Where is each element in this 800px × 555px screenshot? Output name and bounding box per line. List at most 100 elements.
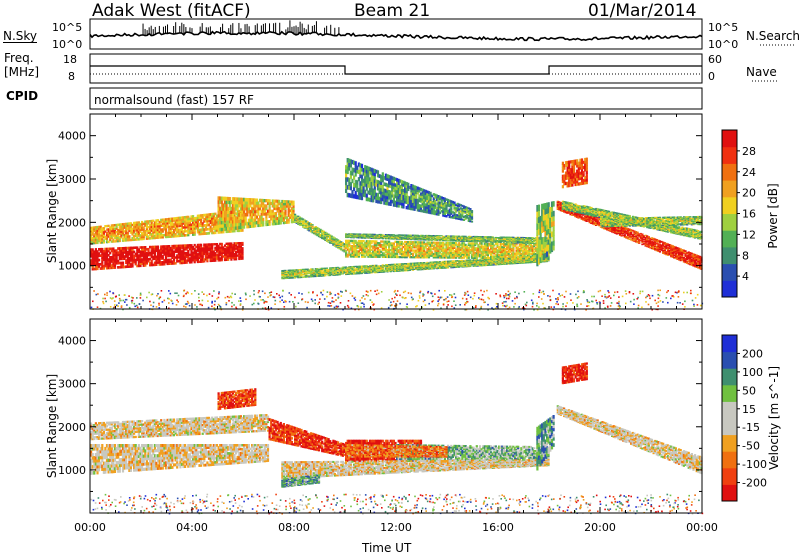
power-noise-cell (112, 292, 114, 294)
power-noise-cell (508, 294, 510, 296)
power-noise-cell (323, 290, 325, 292)
power-noise-cell (541, 298, 543, 300)
power-noise-cell (370, 290, 372, 292)
power-cell (292, 201, 294, 204)
power-noise-cell (539, 290, 541, 292)
power-noise-cell (564, 296, 566, 298)
power-noise-cell (396, 294, 398, 296)
power-noise-cell (479, 298, 481, 300)
power-noise-cell (252, 304, 254, 306)
power-noise-cell (659, 290, 661, 292)
power-cell (243, 225, 245, 229)
power-noise-cell (408, 292, 410, 294)
power-noise-cell (245, 294, 247, 296)
power-noise-cell (459, 304, 461, 306)
power-cell (200, 244, 202, 247)
power-noise-cell (208, 307, 210, 309)
power-noise-cell (123, 300, 125, 302)
power-noise-cell (431, 301, 433, 303)
power-noise-cell (168, 290, 170, 292)
power-noise-cell (481, 299, 483, 301)
power-noise-cell (262, 299, 264, 301)
power-cell (157, 246, 159, 249)
power-noise-cell (555, 298, 557, 300)
power-noise-cell (532, 306, 534, 308)
power-noise-cell (550, 300, 552, 302)
power-noise-cell (281, 299, 283, 301)
power-noise-cell (136, 305, 138, 307)
power-cell (122, 262, 124, 265)
power-noise-cell (110, 297, 112, 299)
power-noise-cell (314, 303, 316, 305)
power-noise-cell (697, 304, 699, 306)
power-noise-cell (218, 297, 220, 299)
power-noise-cell (363, 306, 365, 308)
power-noise-cell (514, 303, 516, 305)
power-noise-cell (412, 298, 414, 300)
power-noise-cell (678, 290, 680, 292)
power-noise-cell (260, 299, 262, 301)
power-noise-cell (156, 306, 158, 308)
power-noise-cell (555, 303, 557, 305)
power-noise-cell (678, 296, 680, 298)
power-noise-cell (591, 296, 593, 298)
power-noise-cell (245, 299, 247, 301)
power-noise-cell (206, 295, 208, 297)
power-noise-cell (560, 295, 562, 297)
power-noise-cell (562, 294, 564, 296)
power-noise-cell (437, 300, 439, 302)
power-noise-cell (92, 301, 94, 303)
power-noise-cell (347, 305, 349, 307)
power-noise-cell (119, 298, 121, 300)
power-noise-cell (103, 303, 105, 305)
power-noise-cell (263, 302, 265, 304)
power-noise-cell (495, 293, 497, 295)
power-noise-cell (547, 295, 549, 297)
power-noise-cell (172, 303, 174, 305)
power-noise-cell (146, 297, 148, 299)
power-noise-cell (198, 293, 200, 295)
power-noise-cell (617, 291, 619, 293)
power-noise-cell (496, 303, 498, 305)
power-noise-cell (411, 297, 413, 299)
power-noise-cell (684, 306, 686, 308)
power-noise-cell (444, 290, 446, 292)
power-noise-cell (487, 304, 489, 306)
power-noise-cell (187, 301, 189, 303)
power-noise-cell (605, 296, 607, 298)
power-noise-cell (158, 298, 160, 300)
power-noise-cell (431, 293, 433, 295)
power-noise-cell (552, 290, 554, 292)
power-noise-cell (104, 298, 106, 300)
power-noise-cell (139, 303, 141, 305)
power-noise-cell (625, 303, 627, 305)
power-noise-cell (428, 303, 430, 305)
power-noise-cell (577, 306, 579, 308)
power-noise-cell (327, 291, 329, 293)
power-noise-cell (253, 303, 255, 305)
power-noise-cell (488, 298, 490, 300)
power-noise-cell (549, 296, 551, 298)
power-noise-cell (257, 303, 259, 305)
power-noise-cell (298, 292, 300, 294)
power-noise-cell (328, 302, 330, 304)
power-noise-cell (194, 290, 196, 292)
power-cell (326, 268, 328, 269)
power-noise-cell (610, 305, 612, 307)
power-noise-cell (695, 297, 697, 299)
power-noise-cell (422, 293, 424, 295)
power-noise-cell (616, 302, 618, 304)
power-noise-cell (509, 296, 511, 298)
power-noise-cell (625, 290, 627, 292)
power-noise-cell (538, 296, 540, 298)
power-noise-cell (284, 306, 286, 308)
power-noise-cell (533, 293, 535, 295)
power-noise-cell (362, 302, 364, 304)
power-noise-cell (447, 304, 449, 306)
power-noise-cell (191, 293, 193, 295)
power-noise-cell (371, 302, 373, 304)
power-noise-cell (399, 295, 401, 297)
power-noise-cell (514, 298, 516, 300)
power-noise-cell (505, 293, 507, 295)
power-noise-cell (619, 307, 621, 309)
